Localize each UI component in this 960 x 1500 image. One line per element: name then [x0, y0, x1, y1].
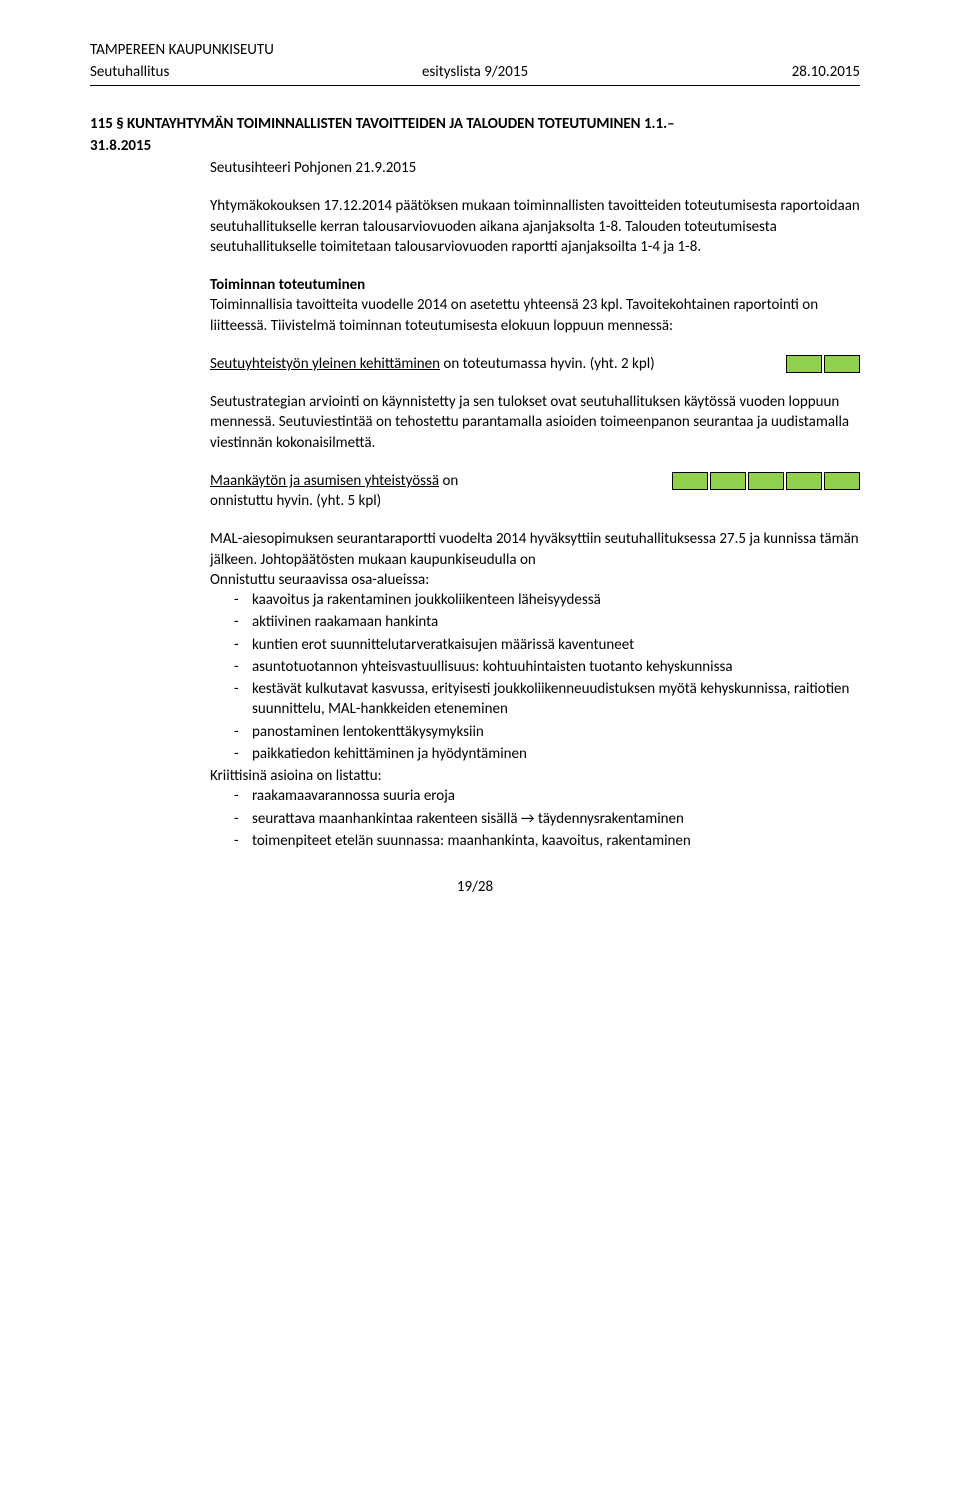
header-date: 28.10.2015: [603, 62, 860, 82]
list-item: toimenpiteet etelän suunnassa: maanhanki…: [234, 831, 860, 851]
header-org: TAMPEREEN KAUPUNKISEUTU: [90, 40, 860, 60]
page-title-line1: 115 § KUNTAYHTYMÄN TOIMINNALLISTEN TAVOI…: [90, 114, 860, 134]
status-box: [824, 472, 860, 490]
toiminta-heading: Toiminnan toteutuminen: [210, 275, 860, 295]
author-line: Seutusihteeri Pohjonen 21.9.2015: [210, 158, 860, 178]
status-box: [824, 355, 860, 373]
list-item: kaavoitus ja rakentaminen joukkoliikente…: [234, 590, 860, 610]
list-item: kestävät kulkutavat kasvussa, erityisest…: [234, 679, 860, 720]
list-item: aktiivinen raakamaan hankinta: [234, 612, 860, 632]
onnistuttu-list: kaavoitus ja rakentaminen joukkoliikente…: [210, 590, 860, 764]
status1-underlined: Seutuyhteistyön yleinen kehittäminen: [210, 355, 440, 373]
status2-underlined: Maankäytön ja asumisen yhteistyössä: [210, 472, 439, 490]
header-body: Seutuhallitus: [90, 62, 347, 82]
status2-line2: onnistuttu hyvin. (yht. 5 kpl): [210, 492, 381, 510]
status2-after: on: [442, 472, 458, 490]
list-item: kuntien erot suunnittelutarveratkaisujen…: [234, 635, 860, 655]
toiminta-block: Toiminnan toteutuminen Toiminnallisia ta…: [210, 275, 860, 336]
page-title-line2: 31.8.2015: [90, 136, 860, 156]
status2-boxes: [672, 472, 860, 490]
list-item: paikkatiedon kehittäminen ja hyödyntämin…: [234, 744, 860, 764]
status1-after: on toteutumassa hyvin. (yht. 2 kpl): [440, 355, 655, 373]
list-item: seurattava maanhankintaa rakenteen sisäl…: [234, 809, 860, 829]
status-box: [710, 472, 746, 490]
kriittisina-label: Kriittisinä asioina on listattu:: [210, 766, 860, 786]
status-row-1: Seutuyhteistyön yleinen kehittäminen on …: [210, 354, 860, 374]
status-box: [748, 472, 784, 490]
header-row: Seutuhallitus esityslista 9/2015 28.10.2…: [90, 62, 860, 85]
status1-text: Seutuyhteistyön yleinen kehittäminen on …: [210, 354, 774, 374]
status1-boxes: [786, 355, 860, 373]
list-item: raakamaavarannossa suuria eroja: [234, 786, 860, 806]
mal-intro: MAL-aiesopimuksen seurantaraportti vuode…: [210, 529, 860, 570]
status2-text: Maankäytön ja asumisen yhteistyössä on o…: [210, 471, 660, 512]
status-box: [672, 472, 708, 490]
kriittisina-list: raakamaavarannossa suuria eroja seurattav…: [210, 786, 860, 851]
intro-paragraph: Yhtymäkokouksen 17.12.2014 päätöksen muk…: [210, 196, 860, 257]
onnistuttu-label: Onnistuttu seuraavissa osa-alueissa:: [210, 570, 860, 590]
strategy-paragraph: Seutustrategian arviointi on käynnistett…: [210, 392, 860, 453]
list-item: asuntotuotannon yhteisvastuullisuus: koh…: [234, 657, 860, 677]
mal-block: MAL-aiesopimuksen seurantaraportti vuode…: [210, 529, 860, 851]
status-row-2: Maankäytön ja asumisen yhteistyössä on o…: [210, 471, 860, 512]
list-item: panostaminen lentokenttäkysymyksiin: [234, 722, 860, 742]
toiminta-text: Toiminnallisia tavoitteita vuodelle 2014…: [210, 295, 860, 336]
status-box: [786, 472, 822, 490]
page-footer: 19/28: [90, 877, 860, 897]
status-box: [786, 355, 822, 373]
header-docref: esityslista 9/2015: [347, 62, 604, 82]
